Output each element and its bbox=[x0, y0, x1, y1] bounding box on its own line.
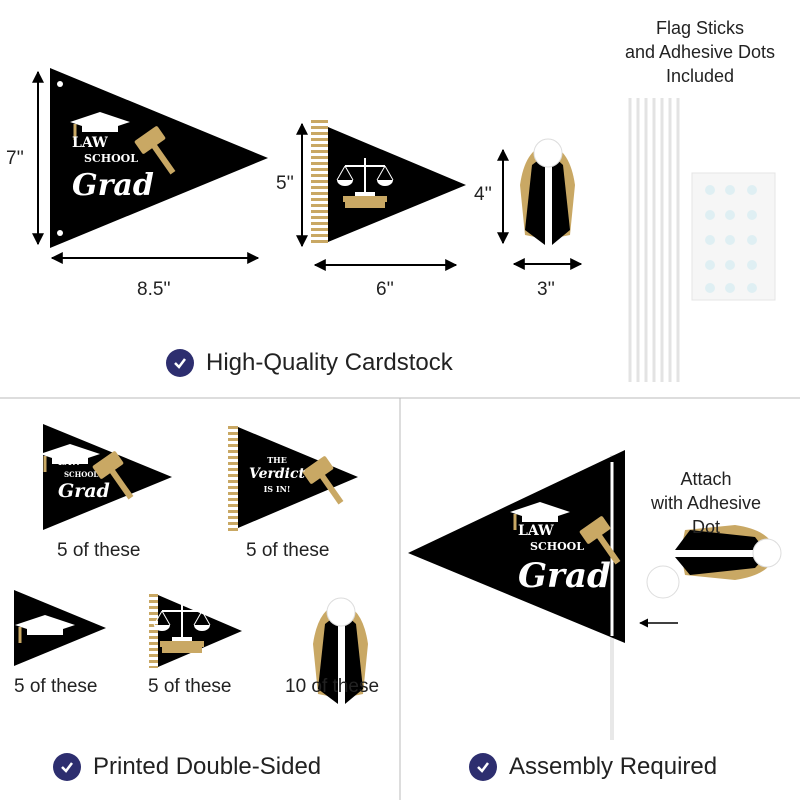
pennant-text-line: Verdict bbox=[249, 466, 305, 483]
feature-cardstock: High-Quality Cardstock bbox=[166, 349, 453, 377]
item-count: 5 of these bbox=[57, 540, 141, 561]
pennant-text-line: Grad bbox=[58, 479, 110, 502]
item-count: 5 of these bbox=[246, 540, 330, 561]
item-scales-pennant bbox=[149, 594, 242, 668]
large-pennant-text: LAW SCHOOL Grad bbox=[72, 134, 154, 205]
item-verdict-pennant bbox=[228, 424, 358, 532]
item-count: 10 of these bbox=[285, 676, 380, 697]
adhesive-dots-sheet-image bbox=[691, 172, 776, 301]
adhesive-dot-image bbox=[646, 565, 680, 599]
attach-note: Attach with Adhesive Dot bbox=[620, 467, 792, 539]
pennant-text-line: SCHOOL bbox=[64, 469, 99, 479]
large-pennant-image bbox=[50, 68, 268, 248]
pennant-text-line: Grad bbox=[518, 556, 611, 597]
item-count: 5 of these bbox=[14, 676, 98, 697]
pennant-text-line: SCHOOL bbox=[530, 540, 584, 554]
robe-tassel-image bbox=[519, 138, 576, 246]
feature-assembly: Assembly Required bbox=[469, 753, 717, 781]
note-line: and Adhesive Dots bbox=[624, 42, 776, 62]
note-line: Attach bbox=[680, 469, 732, 489]
pennant-text-line: IS IN! bbox=[263, 483, 291, 494]
medium-pennant-image bbox=[311, 120, 466, 245]
assembled-pennant-text: LAW SCHOOL Grad bbox=[518, 522, 611, 599]
item-cap-pennant bbox=[13, 590, 106, 666]
pennant-text-line: LAW bbox=[58, 458, 81, 468]
note-line: Flag Sticks bbox=[655, 18, 745, 38]
flag-sticks-image bbox=[628, 98, 680, 382]
large-width-label: 8.5'' bbox=[137, 279, 171, 300]
note-line: with Adhesive bbox=[650, 493, 762, 513]
checkmark-icon bbox=[53, 753, 81, 781]
pennant-text-line: THE bbox=[267, 455, 287, 465]
large-height-label: 7'' bbox=[6, 148, 24, 169]
pennant-text-line: LAW bbox=[72, 135, 108, 151]
tassel-width-label: 3'' bbox=[537, 279, 555, 300]
pennant-text-line: SCHOOL bbox=[84, 152, 138, 166]
item-law-school-grad-pennant bbox=[38, 424, 172, 530]
pennant-text-line: LAW bbox=[518, 523, 554, 539]
checkmark-icon bbox=[166, 349, 194, 377]
note-line: Included bbox=[665, 66, 735, 86]
checkmark-icon bbox=[469, 753, 497, 781]
item-count: 5 of these bbox=[148, 676, 232, 697]
flag-sticks-note: Flag Sticks and Adhesive Dots Included bbox=[600, 16, 800, 88]
note-line: Dot bbox=[691, 517, 720, 537]
feature-double-sided: Printed Double-Sided bbox=[53, 753, 321, 781]
item-pennant-text: LAW SCHOOL Grad bbox=[58, 458, 110, 503]
pennant-text-line: Grad bbox=[72, 168, 154, 204]
medium-height-label: 5'' bbox=[276, 173, 294, 194]
verdict-pennant-text: THE Verdict IS IN! bbox=[242, 455, 312, 494]
medium-width-label: 6'' bbox=[376, 279, 394, 300]
tassel-height-label: 4'' bbox=[474, 184, 492, 205]
feature-label: Assembly Required bbox=[509, 753, 718, 780]
feature-label: High-Quality Cardstock bbox=[206, 349, 453, 376]
assembled-pennant-image bbox=[408, 450, 625, 740]
feature-label: Printed Double-Sided bbox=[93, 753, 322, 780]
